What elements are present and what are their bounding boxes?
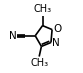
Text: CH₃: CH₃ <box>33 4 52 14</box>
Text: N: N <box>52 38 60 48</box>
Text: O: O <box>54 24 62 34</box>
Text: CH₃: CH₃ <box>30 58 48 68</box>
Text: N: N <box>9 31 16 41</box>
